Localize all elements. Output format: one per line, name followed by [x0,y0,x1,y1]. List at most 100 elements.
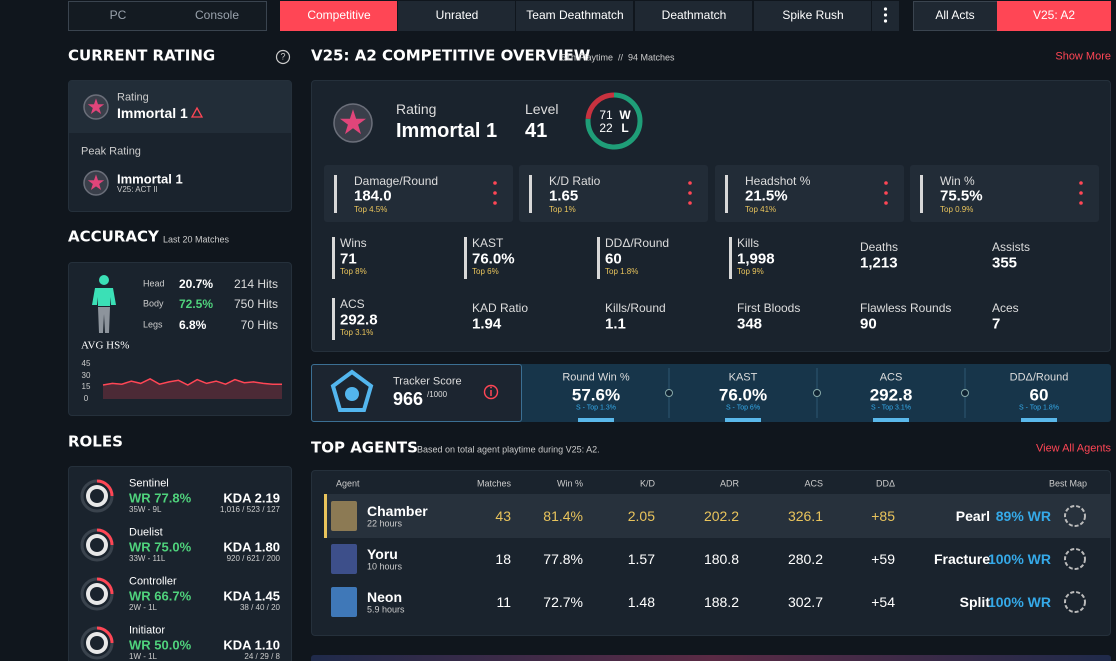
dot [1079,201,1083,205]
act-tab[interactable]: V25: A2 [1032,8,1076,22]
dot [1079,181,1083,185]
stat-rank: Top 1% [549,205,576,214]
separator: // [618,52,624,63]
stat-label: Deaths [860,240,899,254]
show-more[interactable]: Show More [1055,50,1111,63]
agent-row-accent [324,494,327,538]
chart-tick-label: 30 [81,370,91,380]
act-active [997,1,1111,31]
role-kda: KDA 1.45 [223,588,280,604]
role-kda: KDA 1.80 [223,539,280,555]
best-map: Fracture [933,551,990,567]
stat-value: 1.65 [549,187,579,205]
role-kda-detail: 920 / 621 / 200 [226,554,280,563]
stat-value: 184.0 [354,187,392,205]
hero-l: L [621,121,629,135]
dot [883,7,888,11]
tracker-stat-bar [725,418,761,422]
best-map-winrate: 89% WR [995,508,1051,524]
hit-percent: 6.8% [179,318,207,332]
section-title: CURRENT RATING [68,46,216,65]
help-icon [275,49,291,65]
mode-tab-label[interactable]: Competitive [307,8,371,22]
role-record: 1W - 1L [129,652,158,661]
mode-tab-label[interactable]: Unrated [435,8,479,22]
agent-stat: +54 [871,594,895,610]
platform-tab[interactable]: PC [109,8,127,22]
agent-stat: +85 [871,508,895,524]
agent-stat: 1.48 [627,594,655,610]
section-title: ACCURACY [68,227,159,246]
tracker-score: 966 [393,389,424,409]
hit-part: Body [143,298,164,309]
agent-stat: 202.2 [703,508,739,524]
stat-value: 75.5% [940,187,983,205]
view-all[interactable]: View All Agents [1035,442,1111,455]
agent-stat: 326.1 [787,508,823,524]
stat-bar [464,237,467,279]
platform-tab[interactable]: Console [194,8,240,22]
section-title: ROLES [68,432,123,451]
column-header: Best Map [1048,478,1087,489]
dot [493,191,497,195]
stat-bar [334,175,337,213]
peak-value: Immortal 1 [117,171,183,187]
stat-label: ACS [340,297,365,311]
dot [493,181,497,185]
stat-value: 71 [340,250,357,268]
stat-bar [529,175,532,213]
tracker-stat-rank: S - Top 3.1% [871,404,911,412]
stat-value: 90 [860,315,877,333]
agent-portrait [331,587,357,617]
act-tab[interactable]: All Acts [935,8,975,22]
stat-value: 76.0% [472,250,515,268]
dot [884,181,888,185]
mode-tab-label[interactable]: Deathmatch [661,8,727,22]
mode-tab-label[interactable]: Team Deathmatch [526,8,624,22]
agent-stat: 43 [495,508,511,524]
divider-node [665,389,673,397]
column-header: K/D [639,478,655,489]
stat-bar [920,175,923,213]
agent-stat: 2.05 [627,508,655,524]
stat-label: DDΔ/Round [605,236,670,250]
stat-value: 348 [737,315,763,333]
stat-rank: Top 0.9% [940,205,974,214]
hero-losses: 22 [599,121,613,135]
stat-card [519,165,708,222]
stat-rank: Top 6% [472,267,499,276]
tracker-stat-bar [873,418,909,422]
role-kda: KDA 1.10 [223,637,280,653]
mode-tab-label[interactable]: Spike Rush [782,8,844,22]
dot [884,201,888,205]
agent-stat: 188.2 [703,594,739,610]
stat-bar [332,237,335,279]
column-header: Win % [556,478,583,489]
best-map: Pearl [955,508,990,524]
role-name: Sentinel [129,477,169,490]
role-winrate: WR 75.0% [129,539,192,555]
tracker-icon-core [345,387,359,401]
role-record: 2W - 1L [129,603,158,612]
column-header: DDΔ [875,478,895,489]
rank-star [87,174,105,190]
peak-label: Peak Rating [81,145,141,158]
mode-tab [754,1,872,31]
stat-rank: Top 3.1% [340,328,374,337]
role-icon-inner [90,538,104,552]
role-kda-detail: 1,016 / 523 / 127 [219,505,280,514]
stat-label: Win % [940,174,975,188]
agent-portrait [331,501,357,531]
role-name: Controller [129,575,177,588]
stat-card [715,165,904,222]
peak-act: V25: ACT II [117,185,158,194]
help-icon-text: ? [280,51,286,62]
role-record: 33W - 11L [129,554,166,563]
hero-w: W [619,108,631,122]
tracker-stat-bar [578,418,614,422]
tracker-stat-label: KAST [728,371,758,384]
chart-line [102,377,282,386]
role-ring-accent [96,626,114,644]
chart-tick-label: 45 [81,359,91,368]
